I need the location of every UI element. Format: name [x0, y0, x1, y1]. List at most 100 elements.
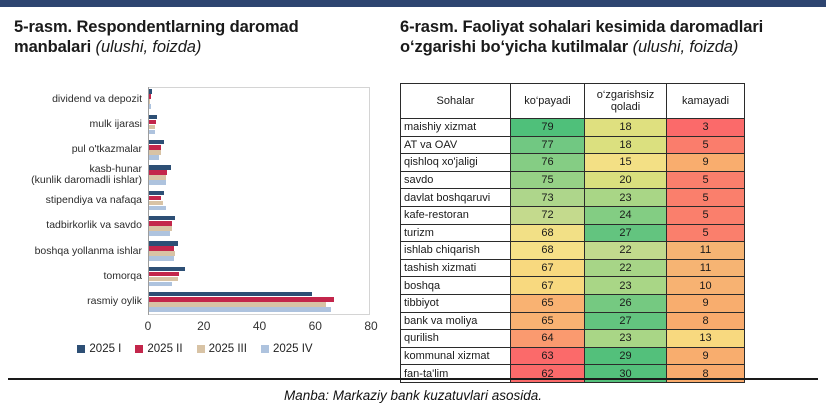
bar-2025-i	[149, 291, 312, 297]
bar-2025-iv	[149, 155, 159, 160]
bar-2025-i	[149, 266, 185, 272]
bar-2025-ii	[149, 119, 156, 125]
bar-group	[149, 266, 370, 288]
table-cell-value: 76	[510, 153, 585, 172]
legend-swatch-icon	[77, 345, 86, 353]
category-label: boshqa yollanma ishlar	[34, 244, 142, 257]
legend-label: 2025 II	[147, 343, 183, 355]
bar-2025-ii	[149, 271, 180, 277]
bar-2025-i	[149, 89, 152, 94]
table-cell-value: 10	[666, 276, 745, 295]
bar-group	[149, 165, 370, 186]
table-row: qurilish 64 23 13	[400, 329, 745, 348]
table-cell-value: 27	[584, 223, 667, 243]
bar-group	[149, 89, 370, 110]
legend-swatch-icon	[135, 345, 144, 353]
bar-2025-i	[149, 215, 176, 221]
bar-group	[149, 139, 370, 161]
table-cell-sector: kafe-restoran	[400, 205, 511, 225]
table-cell-value: 79	[510, 118, 585, 137]
table-row: bank va moliya 65 27 8	[400, 311, 745, 331]
table-title-bold: 6-rasm. Faoliyat sohalari kesimida darom…	[400, 18, 764, 57]
table-row: tibbiyot 65 26 9	[400, 293, 745, 313]
table-cell-value: 18	[584, 135, 667, 155]
table-row: AT va OAV 77 18 5	[400, 135, 745, 155]
expectations-table: Sohalar ko‘payadi o‘zgarishsiz qoladi kamay…	[400, 83, 745, 383]
table-cell-value: 15	[584, 153, 667, 172]
bar-2025-iii	[149, 99, 151, 104]
table-cell-value: 29	[584, 346, 667, 366]
table-cell-value: 67	[510, 258, 585, 278]
category-label: dividend va depozit	[52, 92, 142, 105]
top-accent-bar	[0, 0, 826, 7]
table-cell-value: 64	[510, 329, 585, 348]
bar-2025-iv	[149, 231, 170, 236]
table-cell-sector: bank va moliya	[400, 311, 511, 331]
bar-2025-iii	[149, 302, 326, 307]
legend-item[interactable]: 2025 III	[196, 343, 247, 355]
category-label: stipendiya va nafaqa	[45, 194, 142, 206]
bar-2025-iv	[149, 281, 173, 287]
legend-item[interactable]: 2025 II	[135, 343, 183, 355]
chart-legend: 2025 I 2025 II 2025 III 2025 IV	[0, 343, 390, 355]
x-tick-label: 40	[252, 319, 267, 333]
table-cell-value: 26	[584, 293, 667, 313]
table-cell-value: 3	[666, 118, 745, 137]
bar-group	[149, 190, 370, 212]
table-row: savdo 75 20 5	[400, 170, 745, 190]
legend-label: 2025 III	[208, 343, 247, 355]
table-cell-value: 65	[510, 311, 585, 331]
table-title-units: (ulushi, foizda)	[632, 38, 739, 57]
table-column-header: kamayadi	[666, 83, 745, 119]
x-tick-label: 0	[144, 319, 152, 333]
table-cell-sector: qishloq xo'jaligi	[400, 153, 511, 172]
legend-item[interactable]: 2025 IV	[260, 343, 313, 355]
table-cell-sector: tibbiyot	[400, 293, 511, 313]
table-cell-value: 24	[584, 205, 667, 225]
table-cell-value: 5	[666, 223, 745, 243]
bar-2025-i	[149, 139, 165, 145]
table-column-header: ko‘payadi	[510, 83, 585, 119]
table-column-header: Sohalar	[400, 83, 511, 119]
table-cell-value: 72	[510, 205, 585, 225]
table-cell-value: 67	[510, 276, 585, 295]
bar-2025-iii	[149, 150, 162, 155]
table-cell-sector: turizm	[400, 223, 511, 243]
chart-title-units: (ulushi, foizda)	[95, 38, 202, 57]
chart-title: 5-rasm. Respondentlarning daromad manbal…	[0, 7, 390, 57]
category-label: tomorqa	[103, 270, 142, 282]
table-cell-value: 23	[584, 276, 667, 295]
table-cell-sector: ishlab chiqarish	[400, 241, 511, 260]
table-cell-value: 65	[510, 293, 585, 313]
source-note: Manba: Markaziy bank kuzatuvlari asosida…	[283, 388, 543, 403]
table-title: 6-rasm. Faoliyat sohalari kesimida darom…	[396, 7, 826, 57]
table-cell-sector: boshqa	[400, 276, 511, 295]
bar-2025-ii	[149, 170, 167, 175]
table-cell-sector: AT va OAV	[400, 135, 511, 155]
category-labels: dividend va depozit mulk ijarasi pul o'tka…	[0, 87, 142, 315]
footer-divider	[8, 378, 818, 380]
table-cell-value: 20	[584, 170, 667, 190]
chart-title-bold: 5-rasm. Respondentlarning daromad manbal…	[14, 18, 299, 57]
table-cell-value: 22	[584, 241, 667, 260]
legend-item[interactable]: 2025 I	[77, 343, 121, 355]
table-cell-value: 13	[666, 329, 745, 348]
bar-2025-iv	[149, 180, 166, 186]
table-row: kafe-restoran 72 24 5	[400, 205, 745, 225]
table-cell-sector: tashish xizmati	[400, 258, 511, 278]
bar-2025-iv	[149, 256, 174, 262]
bar-group	[149, 241, 370, 262]
bar-2025-iii	[149, 124, 155, 130]
table-row: turizm 68 27 5	[400, 223, 745, 243]
bar-series-container	[149, 87, 370, 315]
x-axis-ticks: 0 20 40 60 80	[144, 319, 378, 335]
table-column-header: o‘zgarishsiz qoladi	[584, 83, 667, 119]
table-cell-sector: savdo	[400, 170, 511, 190]
table-cell-value: 27	[584, 311, 667, 331]
bar-2025-iv	[149, 307, 332, 312]
legend-label: 2025 IV	[272, 343, 313, 355]
category-label: rasmiy oylik	[87, 295, 142, 308]
bar-2025-ii	[149, 246, 174, 251]
category-label: kasb-hunar (kunlik daromadli ishlar)	[31, 162, 142, 187]
table-cell-value: 5	[666, 205, 745, 225]
